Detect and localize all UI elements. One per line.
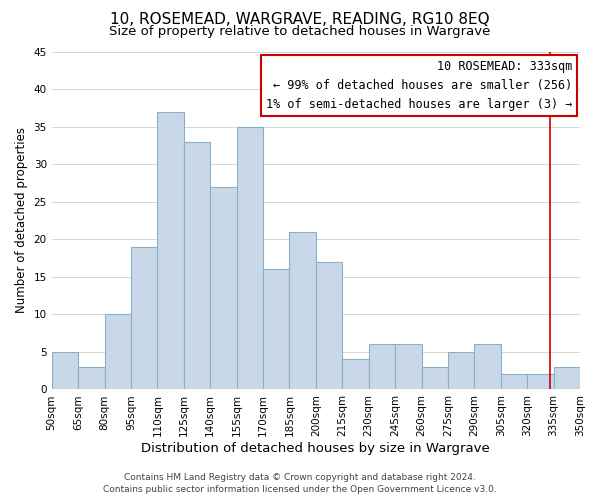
Bar — [501, 374, 527, 390]
Bar — [421, 367, 448, 390]
Bar — [289, 232, 316, 390]
Bar — [104, 314, 131, 390]
Bar — [184, 142, 210, 390]
Text: Contains HM Land Registry data © Crown copyright and database right 2024.
Contai: Contains HM Land Registry data © Crown c… — [103, 472, 497, 494]
Bar — [131, 247, 157, 390]
Bar — [157, 112, 184, 390]
Text: 10 ROSEMEAD: 333sqm
← 99% of detached houses are smaller (256)
1% of semi-detach: 10 ROSEMEAD: 333sqm ← 99% of detached ho… — [266, 60, 572, 111]
Bar — [210, 186, 236, 390]
Y-axis label: Number of detached properties: Number of detached properties — [15, 128, 28, 314]
Bar — [368, 344, 395, 390]
Bar — [527, 374, 554, 390]
Bar — [52, 352, 78, 390]
Bar — [236, 126, 263, 390]
Bar — [395, 344, 422, 390]
Text: Size of property relative to detached houses in Wargrave: Size of property relative to detached ho… — [109, 25, 491, 38]
Text: 10, ROSEMEAD, WARGRAVE, READING, RG10 8EQ: 10, ROSEMEAD, WARGRAVE, READING, RG10 8E… — [110, 12, 490, 28]
Bar — [263, 270, 289, 390]
X-axis label: Distribution of detached houses by size in Wargrave: Distribution of detached houses by size … — [142, 442, 490, 455]
Bar — [342, 360, 368, 390]
Bar — [475, 344, 501, 390]
Bar — [78, 367, 104, 390]
Bar — [316, 262, 342, 390]
Bar — [554, 367, 580, 390]
Bar — [448, 352, 475, 390]
